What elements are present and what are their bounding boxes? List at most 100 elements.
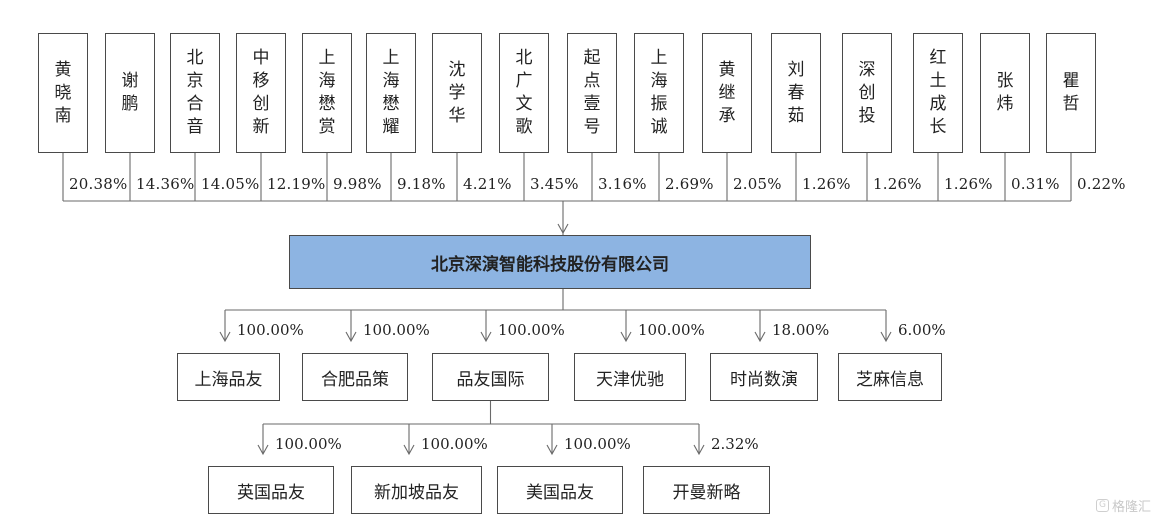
- shareholder-name-char: 广: [515, 71, 533, 91]
- shareholder-name: 上海振诚: [651, 47, 668, 139]
- shareholder-name-char: 北: [186, 48, 204, 68]
- subsidiary-name: 芝麻信息: [856, 369, 924, 390]
- shareholder-pct: 0.31%: [1011, 175, 1060, 193]
- shareholder-name-char: 晓: [54, 82, 72, 103]
- grandchild-name: 美国品友: [526, 482, 594, 503]
- shareholder-box: 瞿哲: [1046, 33, 1096, 153]
- grandchild-box: 开曼新略: [643, 466, 770, 514]
- shareholder-name-char: 华: [448, 105, 466, 126]
- shareholder-name: 红土成长: [930, 47, 947, 139]
- shareholder-box: 谢鹏: [105, 33, 155, 153]
- shareholder-name-char: 诚: [650, 117, 668, 137]
- subsidiary-box: 时尚数演: [710, 353, 818, 401]
- subsidiary-name: 上海品友: [194, 369, 263, 390]
- grandchild-name: 新加坡品友: [374, 482, 459, 503]
- subsidiary-name: 时尚数演: [730, 369, 798, 390]
- shareholder-box: 起点壹号: [567, 33, 617, 153]
- shareholder-name-char: 红: [929, 48, 947, 68]
- shareholder-name-char: 土: [929, 71, 947, 91]
- shareholder-pct: 14.05%: [201, 175, 260, 193]
- shareholder-name: 上海懋耀: [383, 47, 400, 139]
- company-name: 北京深演智能科技股份有限公司: [431, 254, 669, 275]
- shareholder-box: 北广文歌: [499, 33, 549, 153]
- grandchild-box: 英国品友: [208, 466, 334, 514]
- shareholder-name: 起点壹号: [584, 47, 601, 139]
- subsidiary-box: 天津优驰: [574, 353, 686, 401]
- shareholder-pct: 14.36%: [136, 175, 195, 193]
- subsidiary-pct: 6.00%: [898, 321, 946, 339]
- shareholder-box: 黄晓南: [38, 33, 88, 153]
- shareholder-pct: 12.19%: [267, 175, 326, 193]
- subsidiary-box: 品友国际: [432, 353, 549, 401]
- gelonghui-logo-icon: G: [1095, 499, 1109, 512]
- arrow-down-icon: [620, 331, 632, 343]
- shareholder-name-char: 成: [929, 94, 947, 114]
- shareholder-name-char: 歌: [515, 117, 533, 137]
- shareholder-name-char: 投: [858, 105, 876, 126]
- shareholder-name-char: 深: [858, 59, 876, 80]
- shareholder-name-char: 沈: [448, 59, 466, 80]
- shareholder-name: 瞿哲: [1063, 70, 1080, 116]
- watermark-text: 格隆汇: [1111, 500, 1151, 515]
- subsidiary-name: 天津优驰: [596, 369, 664, 390]
- shareholder-name-char: 长: [929, 117, 947, 137]
- shareholder-name: 刘春茹: [788, 59, 805, 128]
- shareholder-name-char: 张: [996, 71, 1014, 91]
- arrow-down-icon: [403, 444, 415, 456]
- shareholder-name: 黄继承: [719, 59, 736, 128]
- shareholder-name-char: 南: [54, 105, 72, 126]
- shareholder-name-char: 黄: [54, 59, 72, 80]
- grandchild-name: 开曼新略: [672, 482, 741, 503]
- arrow-down-icon: [219, 331, 231, 343]
- grandchild-name: 英国品友: [237, 482, 305, 503]
- shareholder-box: 黄继承: [702, 33, 752, 153]
- shareholder-name-char: 上: [318, 48, 336, 68]
- shareholder-pct: 3.45%: [530, 175, 579, 193]
- shareholder-name-char: 起: [583, 48, 601, 68]
- shareholder-pct: 1.26%: [873, 175, 922, 193]
- shareholder-name-char: 点: [583, 71, 601, 91]
- shareholder-name-char: 京: [186, 71, 204, 91]
- shareholder-box: 深创投: [842, 33, 892, 153]
- shareholder-box: 上海懋耀: [366, 33, 416, 153]
- subsidiary-pct: 100.00%: [237, 321, 304, 339]
- arrow-down-icon: [557, 223, 569, 235]
- shareholder-box: 中移创新: [236, 33, 286, 153]
- shareholder-name-char: 承: [718, 105, 736, 126]
- shareholder-pct: 0.22%: [1077, 175, 1126, 193]
- shareholder-box: 沈学华: [432, 33, 482, 153]
- shareholder-name-char: 振: [650, 94, 668, 114]
- shareholder-name: 沈学华: [449, 59, 466, 128]
- shareholder-name-char: 新: [252, 117, 270, 137]
- shareholder-name-char: 海: [318, 71, 336, 91]
- shareholder-pct: 1.26%: [802, 175, 851, 193]
- subsidiary-pct: 100.00%: [363, 321, 430, 339]
- subsidiary-box: 上海品友: [177, 353, 280, 401]
- shareholder-name-char: 移: [252, 71, 270, 91]
- shareholder-name-char: 上: [650, 48, 668, 68]
- shareholder-name-char: 瞿: [1062, 71, 1080, 91]
- arrow-down-icon: [345, 331, 357, 343]
- shareholder-name-char: 创: [252, 94, 270, 114]
- arrow-down-icon: [754, 331, 766, 343]
- grandchild-box: 美国品友: [497, 466, 623, 514]
- grandchild-pct: 100.00%: [275, 435, 342, 453]
- shareholder-name: 中移创新: [253, 47, 270, 139]
- shareholder-pct: 2.05%: [733, 175, 782, 193]
- grandchild-pct: 2.32%: [711, 435, 759, 453]
- shareholder-name-char: 音: [186, 117, 204, 137]
- shareholder-name-char: 茹: [787, 105, 805, 126]
- shareholder-pct: 2.69%: [665, 175, 714, 193]
- grandchild-pct: 100.00%: [421, 435, 488, 453]
- shareholder-name-char: 壹: [583, 94, 601, 114]
- shareholder-box: 红土成长: [913, 33, 963, 153]
- shareholder-name: 北广文歌: [516, 47, 533, 139]
- shareholder-name: 北京合音: [187, 47, 204, 139]
- shareholder-name: 谢鹏: [122, 70, 139, 116]
- shareholder-pct: 9.18%: [397, 175, 446, 193]
- arrow-down-icon: [880, 331, 892, 343]
- shareholder-name: 深创投: [859, 59, 876, 128]
- shareholder-box: 张炜: [980, 33, 1030, 153]
